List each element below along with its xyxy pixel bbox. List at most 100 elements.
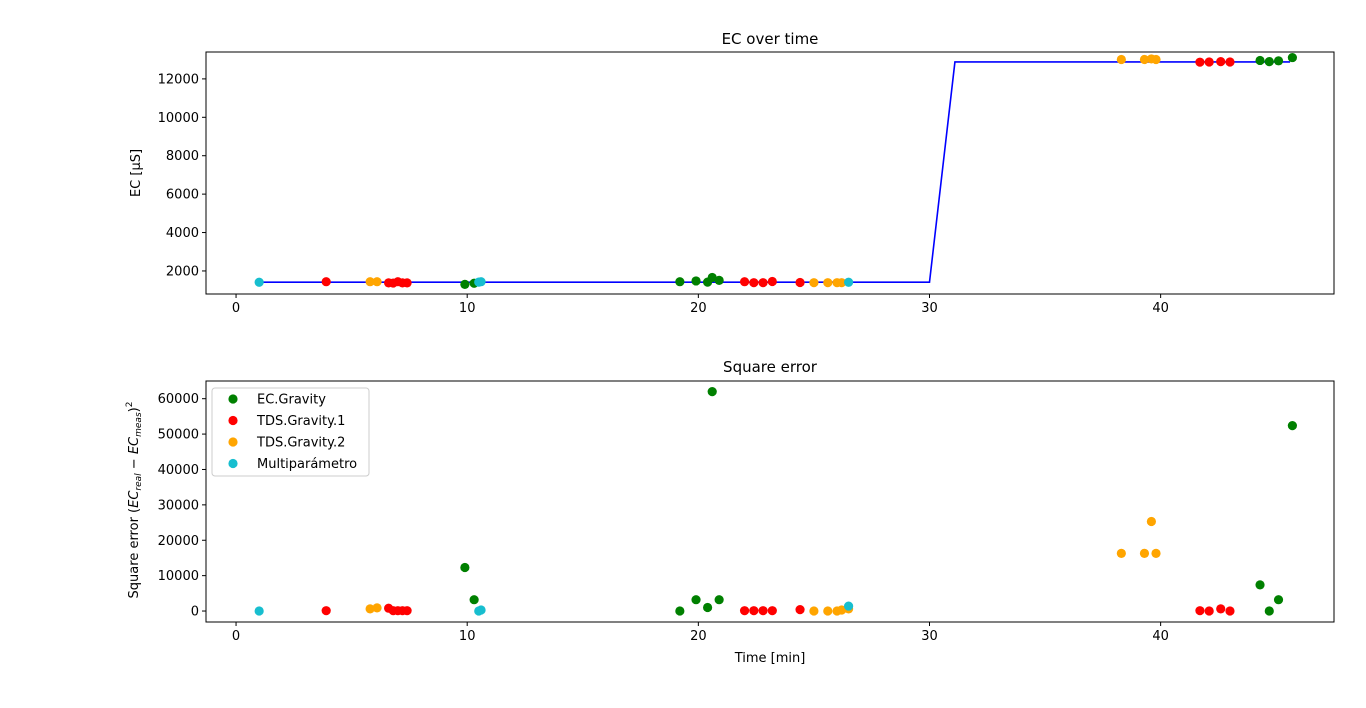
- ec-gravity-point: [1264, 57, 1274, 67]
- tds-gravity-1-point: [767, 276, 777, 287]
- tds-gravity-1-point: [321, 606, 331, 616]
- ec-gravity-point: [1287, 420, 1297, 431]
- ec-gravity-point: [707, 387, 717, 397]
- ec-gravity-point: [707, 272, 717, 283]
- tds-gravity-2-point: [372, 277, 382, 287]
- reference-ec-line: [259, 61, 1291, 284]
- legend-label-tds-gravity-2: TDS.Gravity.2: [256, 436, 345, 451]
- x-tick-label: 40: [1152, 301, 1169, 316]
- tds-gravity-1-point: [749, 278, 759, 288]
- tds-gravity-1-point: [402, 278, 412, 288]
- y-tick-label: 8000: [166, 149, 199, 164]
- y-tick-label: 10000: [158, 569, 199, 584]
- x-tick-label: 0: [232, 301, 240, 316]
- legend-label-ec-gravity: EC.Gravity: [257, 393, 326, 408]
- y-tick-label: 50000: [158, 428, 199, 443]
- legend-label-tds-gravity-1: TDS.Gravity.1: [256, 414, 345, 429]
- tds-gravity-1-point: [1195, 606, 1205, 616]
- ec-y-axis-label: EC [μS]: [129, 149, 144, 197]
- ec-x-ticks: 0 10 20 30 40: [232, 294, 1169, 316]
- tds-gravity-2-point: [365, 604, 375, 614]
- x-axis-label: Time [min]: [734, 651, 806, 666]
- square-error-axes: Square error 0 10 20 30 40 0 10000 20000 30000 4…: [125, 358, 1335, 666]
- tds-gravity-2-point: [1116, 54, 1126, 65]
- y-tick-label: 0: [191, 605, 199, 620]
- square-error-y-axis-label: Square error (ECreal − ECmeas)2: [125, 402, 144, 599]
- legend-marker-tds-gravity-1: [228, 415, 238, 426]
- tds-gravity-2-point: [1151, 54, 1161, 65]
- tds-gravity-1-point: [1204, 606, 1214, 616]
- tds-gravity-1-point: [1195, 57, 1205, 67]
- tds-gravity-2-point: [809, 278, 819, 288]
- ec-gravity-point: [675, 277, 685, 287]
- y-tick-label: 30000: [158, 498, 199, 513]
- ec-gravity-point: [1264, 606, 1274, 616]
- legend-box: [211, 387, 370, 477]
- ec-gravity-point: [714, 275, 724, 285]
- ec-gravity-point: [460, 562, 470, 573]
- tds-gravity-2-point: [1146, 516, 1156, 527]
- legend-marker-tds-gravity-2: [228, 437, 238, 447]
- y-tick-label: 40000: [158, 463, 199, 478]
- tds-gravity-1-point: [1216, 604, 1226, 614]
- y-tick-label: 60000: [158, 392, 199, 407]
- ec-gravity-point: [691, 595, 701, 605]
- multipar-metro-point: [254, 277, 264, 287]
- tds-gravity-2-point: [837, 278, 847, 288]
- x-tick-label: 10: [459, 301, 476, 316]
- tds-gravity-2-point: [837, 605, 847, 615]
- y-tick-label: 20000: [158, 534, 199, 549]
- tds-gravity-1-point: [1225, 606, 1235, 616]
- multipar-metro-point: [254, 606, 264, 616]
- tds-gravity-1-point: [758, 606, 768, 616]
- tds-gravity-1-point: [739, 606, 750, 616]
- square-error-chart-marks: [254, 387, 1297, 616]
- ec-gravity-point: [1255, 580, 1265, 590]
- square-error-x-ticks: 0 10 20 30 40: [232, 622, 1169, 644]
- tds-gravity-2-point: [372, 603, 382, 613]
- tds-gravity-1-point: [767, 606, 777, 616]
- ec-gravity-point: [469, 595, 479, 605]
- tds-gravity-2-point: [365, 277, 375, 287]
- tds-gravity-1-point: [321, 277, 331, 287]
- tds-gravity-1-point: [739, 277, 750, 287]
- multipar-metro-point: [843, 277, 854, 287]
- legend-label-multipar-metro: Multiparámetro: [257, 457, 357, 472]
- ec-gravity-point: [1273, 595, 1284, 605]
- legend-marker-ec-gravity: [228, 394, 238, 404]
- x-tick-label: 20: [690, 301, 707, 316]
- ec-chart-title: EC over time: [722, 30, 819, 48]
- tds-gravity-1-point: [402, 606, 412, 616]
- tds-gravity-1-point: [795, 277, 805, 288]
- x-tick-label: 20: [690, 629, 707, 644]
- ec-gravity-point: [460, 279, 470, 289]
- ec-y-ticks: 2000 4000 6000 8000 10000 12000: [158, 72, 206, 279]
- x-tick-label: 30: [921, 629, 938, 644]
- x-tick-label: 30: [921, 301, 938, 316]
- x-tick-label: 0: [232, 629, 240, 644]
- tds-gravity-2-point: [1139, 548, 1150, 558]
- tds-gravity-2-point: [823, 278, 833, 288]
- ec-chart-marks: [254, 52, 1297, 289]
- ec-axes-frame: [205, 51, 1335, 295]
- ec-gravity-point: [675, 606, 685, 616]
- tds-gravity-2-point: [809, 606, 819, 616]
- tds-gravity-2-point: [823, 606, 833, 616]
- ec-gravity-point: [714, 595, 724, 605]
- y-tick-label: 6000: [166, 188, 199, 203]
- tds-gravity-1-point: [795, 605, 805, 615]
- tds-gravity-1-point: [749, 606, 759, 616]
- x-tick-label: 10: [459, 629, 476, 644]
- ec-gravity-point: [1287, 52, 1297, 63]
- tds-gravity-2-point: [1116, 548, 1126, 558]
- tds-gravity-1-point: [1225, 57, 1235, 67]
- ec-over-time-axes: EC over time 0 10 20 30 40 2000 4000 6000 8000 1…: [129, 30, 1335, 316]
- ec-gravity-point: [702, 602, 713, 613]
- multipar-metro-point: [843, 601, 854, 611]
- tds-gravity-2-point: [1139, 54, 1150, 65]
- x-tick-label: 40: [1152, 629, 1169, 644]
- legend-marker-multipar-metro: [228, 458, 238, 469]
- tds-gravity-1-point: [1216, 57, 1226, 67]
- legend: EC.Gravity TDS.Gravity.1 TDS.Gravity.2 Mult…: [211, 387, 370, 477]
